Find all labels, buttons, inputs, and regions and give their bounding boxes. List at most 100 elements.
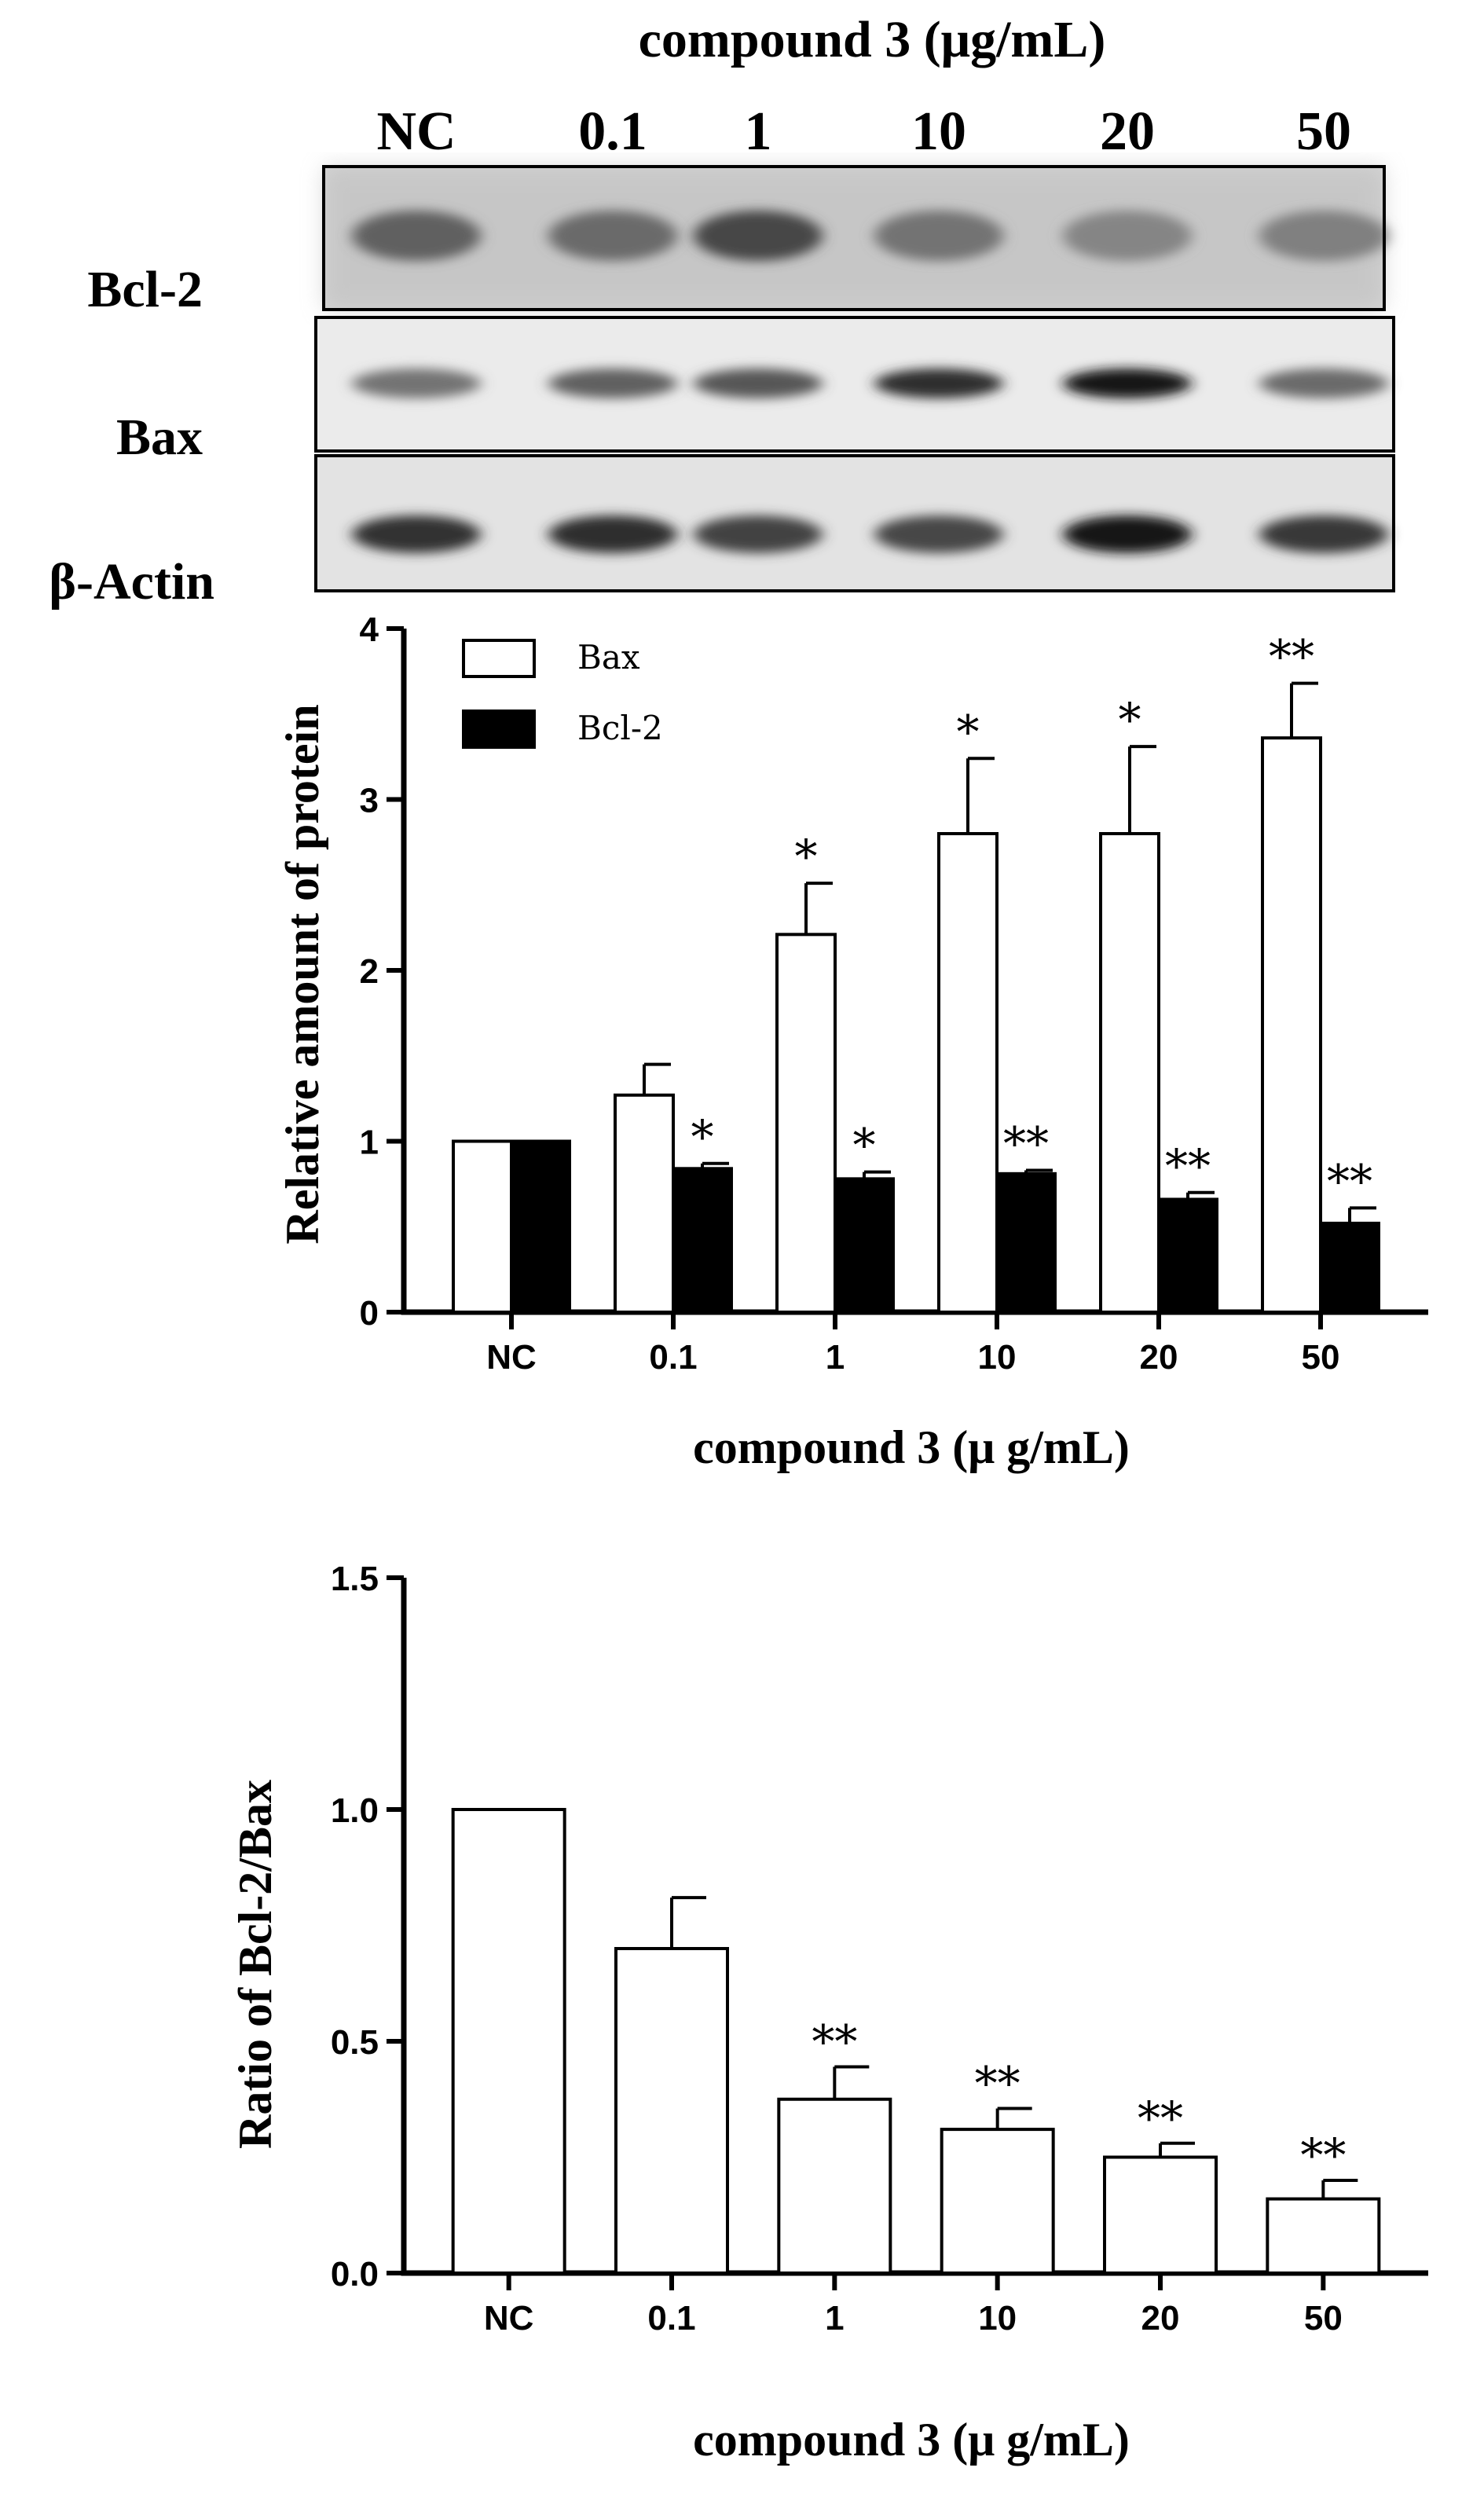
blot-band-actin-0-1 bbox=[548, 515, 677, 553]
chart1-ytick-label: 3 bbox=[360, 782, 379, 820]
blot-band-bax-1 bbox=[694, 368, 823, 398]
chart1-significance-bax-1: * bbox=[795, 830, 818, 883]
chart2-bar-ratio-50 bbox=[1266, 2197, 1381, 2275]
chart1-legend-swatch-bcl-2 bbox=[462, 710, 536, 749]
blot-lane-label-50: 50 bbox=[1296, 101, 1351, 162]
chart1-significance-bcl-2-50: ** bbox=[1327, 1154, 1372, 1208]
chart1-bar-bcl-2-10 bbox=[995, 1172, 1057, 1314]
chart1-ytick-label: 2 bbox=[360, 952, 379, 991]
blot-band-actin-10 bbox=[874, 515, 1003, 553]
chart1-significance-bcl-2-0-1: * bbox=[691, 1110, 714, 1164]
chart2-bar-ratio-nc bbox=[451, 1808, 566, 2275]
chart1-legend-label-bax: Bax bbox=[577, 638, 640, 676]
chart1-xtick-label-10: 10 bbox=[978, 1338, 1017, 1377]
chart2-ylabel: Ratio of Bcl-2/Bax bbox=[229, 1780, 281, 2149]
chart1-bar-bcl-2-20 bbox=[1157, 1197, 1218, 1314]
chart2-ytick-label: 1.5 bbox=[331, 1560, 379, 1598]
chart1-xtick-label-0-1: 0.1 bbox=[649, 1338, 697, 1377]
chart1-bar-bax-nc bbox=[452, 1139, 513, 1314]
chart1-bar-bax-20 bbox=[1099, 832, 1160, 1314]
blot-band-actin-nc bbox=[352, 515, 481, 553]
chart1-xtick-label-20: 20 bbox=[1140, 1338, 1178, 1377]
chart2-ytick-label: 0.5 bbox=[331, 2023, 379, 2062]
chart1-bar-bcl-2-0-1 bbox=[672, 1167, 733, 1314]
chart1-ytick-label: 4 bbox=[360, 610, 379, 649]
blot-band-bax-20 bbox=[1063, 368, 1192, 398]
blot-band-actin-50 bbox=[1259, 515, 1388, 553]
chart1-axes: 0 1 2 3 4 NC 0.1 1 10 20 50 bbox=[360, 610, 1428, 1377]
blot-lane-label-1: 1 bbox=[745, 101, 772, 162]
chart2-bar-ratio-0-1 bbox=[614, 1947, 729, 2275]
blot-band-bax-nc bbox=[352, 368, 481, 398]
chart2-significance-ratio-10: ** bbox=[975, 2057, 1020, 2110]
blot-strip-bcl2 bbox=[322, 165, 1388, 311]
blot-lane-label-0-1: 0.1 bbox=[578, 101, 647, 162]
chart1-significance-bcl-2-1: * bbox=[853, 1119, 876, 1172]
chart1-xtick-label-1: 1 bbox=[826, 1338, 845, 1377]
blot-band-bcl-2-1 bbox=[694, 211, 823, 261]
chart2-axes: 0.0 0.5 1.0 1.5 NC 0.1 1 10 20 50 bbox=[331, 1560, 1428, 2338]
ratio-chart: Ratio of Bcl-2/Bax compound 3 (μ g/mL) 0… bbox=[229, 1560, 1428, 2466]
blot-band-bcl-2-20 bbox=[1063, 211, 1192, 261]
chart2-xtick-label-0-1: 0.1 bbox=[647, 2299, 695, 2338]
chart1-bar-bax-0-1 bbox=[614, 1093, 675, 1314]
blot-band-bcl-2-nc bbox=[352, 211, 481, 261]
chart2-significance-ratio-1: ** bbox=[812, 2015, 857, 2068]
chart1-significance-bax-10: * bbox=[957, 705, 980, 758]
chart2-xtick-label-nc: NC bbox=[484, 2299, 534, 2338]
chart1-bars: ************* bbox=[452, 630, 1380, 1314]
chart1-bar-bax-10 bbox=[937, 832, 998, 1314]
blot-lane-label-20: 20 bbox=[1100, 101, 1155, 162]
chart2-significance-ratio-50: ** bbox=[1300, 2128, 1346, 2182]
blot-band-bax-10 bbox=[874, 368, 1003, 398]
chart1-bar-bcl-2-50 bbox=[1319, 1221, 1380, 1314]
chart2-bar-ratio-20 bbox=[1103, 2155, 1218, 2275]
chart1-significance-bax-20: * bbox=[1119, 693, 1141, 746]
chart1-significance-bcl-2-10: ** bbox=[1003, 1116, 1049, 1170]
chart1-ytick-label: 1 bbox=[360, 1124, 379, 1162]
chart1-xlabel: compound 3 (μ g/mL) bbox=[693, 1421, 1130, 1473]
chart2-xtick-label-50: 50 bbox=[1304, 2299, 1343, 2338]
chart1-ytick-label: 0 bbox=[360, 1294, 379, 1333]
chart1-ylabel: Relative amount of protein bbox=[277, 704, 328, 1244]
blot-band-bcl-2-0-1 bbox=[548, 211, 677, 261]
chart1-bar-bcl-2-1 bbox=[834, 1177, 895, 1314]
chart1-legend-label-bcl-2: Bcl-2 bbox=[577, 709, 663, 747]
blot-lane-labels: NC 0.1 1 10 20 50 bbox=[376, 101, 1351, 162]
chart1-significance-bcl-2-20: ** bbox=[1165, 1139, 1211, 1193]
blot-strip-bax bbox=[314, 316, 1395, 453]
chart1-xtick-label-nc: NC bbox=[486, 1338, 537, 1377]
chart1-legend-swatch-bax bbox=[462, 639, 536, 678]
chart2-xtick-label-20: 20 bbox=[1141, 2299, 1180, 2338]
chart2-ytick-label: 1.0 bbox=[331, 1791, 379, 1830]
western-blot-panel: compound 3 (μg/mL) NC 0.1 1 10 20 50 Bcl-2 Bax… bbox=[49, 11, 1395, 610]
protein-chart: Relative amount of protein compound 3 (μ… bbox=[277, 610, 1428, 1473]
blot-band-actin-1 bbox=[694, 515, 823, 553]
blot-lane-label-nc: NC bbox=[376, 101, 456, 162]
blot-lane-label-10: 10 bbox=[911, 101, 966, 162]
chart2-bars: ** ** ** ** bbox=[451, 1808, 1381, 2275]
chart1-significance-bax-50: ** bbox=[1269, 630, 1314, 684]
chart1-xtick-label-50: 50 bbox=[1302, 1338, 1340, 1377]
chart2-xtick-label-1: 1 bbox=[825, 2299, 844, 2338]
chart1-bar-bax-1 bbox=[775, 933, 837, 1314]
blot-band-bcl-2-10 bbox=[874, 211, 1003, 261]
blot-header: compound 3 (μg/mL) bbox=[639, 11, 1106, 68]
chart2-bar-ratio-10 bbox=[940, 2128, 1055, 2275]
blot-strip-beta-actin bbox=[314, 454, 1395, 592]
chart1-bar-bax-50 bbox=[1261, 736, 1322, 1314]
blot-row-label-actin: β-Actin bbox=[49, 553, 214, 610]
blot-row-label-bcl-2: Bcl-2 bbox=[87, 261, 203, 318]
chart2-xlabel: compound 3 (μ g/mL) bbox=[693, 2414, 1130, 2466]
chart1-legend: Bax Bcl-2 bbox=[462, 638, 663, 749]
blot-band-actin-20 bbox=[1063, 515, 1192, 553]
chart1-bar-bcl-2-nc bbox=[510, 1139, 571, 1314]
blot-row-labels: Bcl-2 Bax β-Actin bbox=[49, 261, 214, 610]
blot-row-label-bax: Bax bbox=[116, 409, 203, 466]
blot-band-bax-0-1 bbox=[548, 368, 677, 398]
chart2-ytick-label: 0.0 bbox=[331, 2255, 379, 2294]
chart2-significance-ratio-20: ** bbox=[1138, 2092, 1183, 2145]
chart2-xtick-label-10: 10 bbox=[978, 2299, 1017, 2338]
blot-band-bcl-2-50 bbox=[1259, 211, 1388, 261]
